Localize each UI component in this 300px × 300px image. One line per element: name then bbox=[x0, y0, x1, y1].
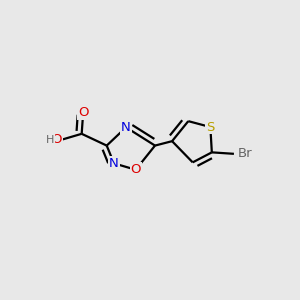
Text: O: O bbox=[130, 163, 141, 176]
Text: N: N bbox=[109, 157, 119, 170]
Text: Br: Br bbox=[238, 147, 252, 160]
Text: H: H bbox=[46, 135, 55, 145]
Text: O: O bbox=[51, 133, 62, 146]
Text: O: O bbox=[78, 106, 88, 119]
Text: N: N bbox=[121, 121, 131, 134]
Text: S: S bbox=[206, 121, 214, 134]
